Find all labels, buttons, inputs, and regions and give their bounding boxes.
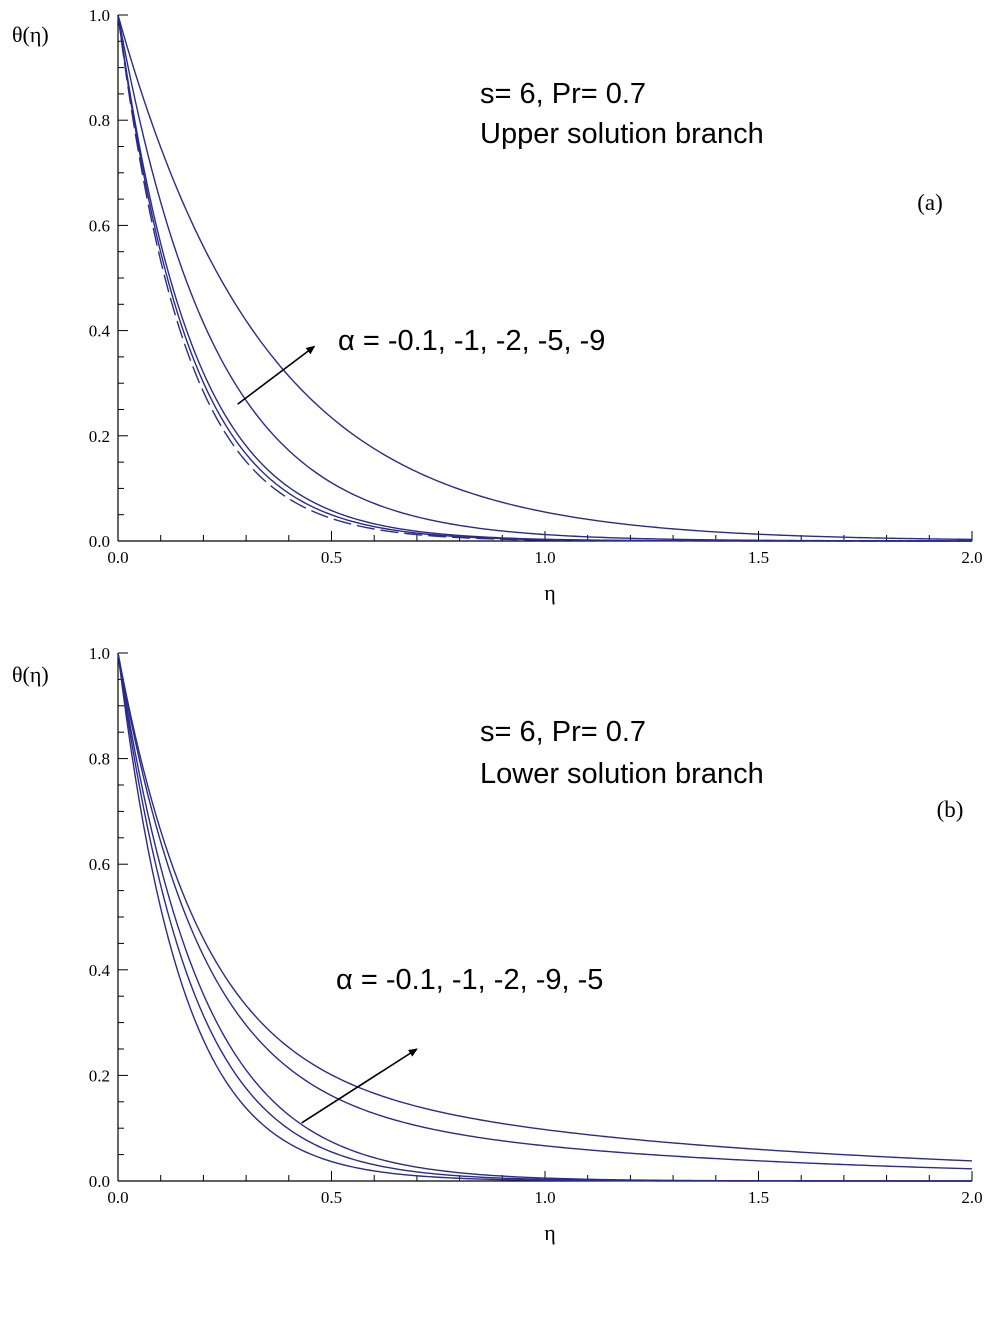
x-tick-label: 2.0	[961, 1188, 982, 1207]
y-tick-label: 0.4	[89, 322, 111, 341]
series-line-3	[117, 652, 972, 1182]
series-line-4	[117, 14, 972, 542]
x-tick-label: 1.5	[748, 548, 769, 567]
series-line-5	[117, 652, 973, 1162]
x-tick-label: 1.0	[534, 548, 555, 567]
y-axis-label: θ(η)	[12, 22, 49, 47]
x-axis-label: η	[544, 1220, 556, 1245]
alpha-annotation: α = -0.1, -1, -2, -9, -5	[336, 964, 603, 996]
annotation-branch: Upper solution branch	[480, 118, 764, 150]
panel-label: (b)	[937, 797, 964, 822]
y-tick-label: 0.0	[89, 1172, 110, 1191]
trend-arrow	[301, 1048, 418, 1124]
annotation-params: s= 6, Pr= 0.7	[480, 716, 646, 748]
y-tick-label: 0.6	[89, 855, 110, 874]
alpha-annotation: α = -0.1, -1, -2, -5, -9	[338, 325, 605, 357]
y-tick-label: 0.0	[89, 532, 110, 551]
series-line-4	[117, 652, 973, 1170]
series-line-5	[117, 14, 973, 541]
x-tick-label: 0.0	[107, 1188, 128, 1207]
panel-label: (a)	[917, 190, 943, 215]
chart-panel-2: 0.0 0.5 1.0 1.5 2.0 0.0 0.2 0.4 0.6 0.8 1.0 θ(η) η s=…	[12, 644, 983, 1245]
x-tick-label: 1.0	[534, 1188, 555, 1207]
chart-panel-1: 0.0 0.5 1.0 1.5 2.0 0.0 0.2 0.4 0.6 0.8 1.0 θ(η) η s=…	[12, 6, 983, 605]
y-axis-label: θ(η)	[12, 662, 49, 687]
x-tick-label: 0.0	[107, 548, 128, 567]
y-tick-label: 0.8	[89, 111, 110, 130]
x-tick-label: 2.0	[961, 548, 982, 567]
x-axis-label: η	[544, 580, 556, 605]
annotation-branch: Lower solution branch	[480, 758, 764, 790]
annotation-params: s= 6, Pr= 0.7	[480, 78, 646, 110]
y-tick-label: 0.2	[89, 427, 110, 446]
y-tick-label: 0.8	[89, 750, 110, 769]
trend-arrow	[237, 345, 316, 405]
x-tick-label: 0.5	[321, 548, 342, 567]
y-tick-label: 0.6	[89, 216, 110, 235]
x-tick-label: 1.5	[748, 1188, 769, 1207]
x-tick-label: 0.5	[321, 1188, 342, 1207]
y-tick-label: 1.0	[89, 6, 110, 25]
y-tick-label: 0.4	[89, 961, 111, 980]
y-tick-label: 1.0	[89, 644, 110, 663]
y-tick-label: 0.2	[89, 1066, 110, 1085]
